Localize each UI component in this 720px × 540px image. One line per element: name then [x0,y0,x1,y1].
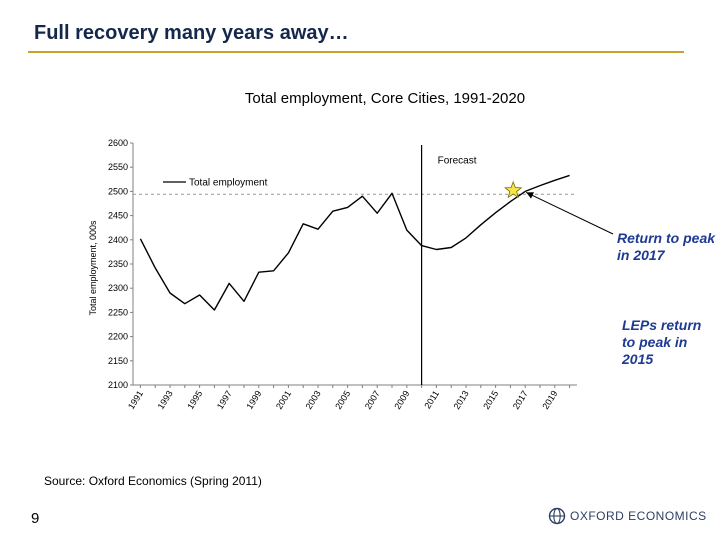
y-tick-label: 2200 [108,332,128,342]
y-tick-label: 2100 [108,380,128,390]
x-tick-label: 1995 [185,389,204,411]
legend-label: Total employment [189,178,268,189]
x-tick-label: 2005 [333,389,352,411]
y-tick-label: 2550 [108,162,128,172]
oxford-economics-logo: OXFORD ECONOMICS [548,507,707,525]
x-tick-label: 2007 [363,389,382,411]
x-tick-label: 2015 [481,389,500,411]
callout-arrow [525,191,614,235]
x-tick-label: 1999 [244,389,263,411]
source-note: Source: Oxford Economics (Spring 2011) [44,474,262,488]
logo-globe-icon [548,507,566,525]
logo-text: OXFORD ECONOMICS [570,509,707,523]
forecast-label: Forecast [438,155,477,166]
leps-return-callout: LEPs return to peak in 2015 [622,317,702,367]
page-number: 9 [31,510,40,527]
y-tick-label: 2300 [108,283,128,293]
y-tick-label: 2450 [108,211,128,221]
y-tick-label: 2150 [108,356,128,366]
callout-arrowhead [526,192,534,199]
return-to-peak-callout: Return to peak in 2017 [617,230,716,263]
y-tick-label: 2400 [108,235,128,245]
y-tick-label: 2350 [108,259,128,269]
x-tick-label: 2011 [422,389,441,411]
slide-title: Full recovery many years away… [34,22,349,44]
title-divider [28,51,684,53]
x-tick-label: 1991 [126,389,145,411]
y-tick-label: 2250 [108,307,128,317]
y-axis-title: Total employment, 000s [88,220,98,316]
x-tick-label: 2001 [274,389,293,411]
x-tick-label: 2009 [392,389,411,411]
x-tick-label: 1993 [156,389,175,411]
series-line-total-employment [139,174,570,311]
chart-title: Total employment, Core Cities, 1991-2020 [244,90,526,107]
y-tick-label: 2600 [108,138,128,148]
peak-star-icon [504,180,523,199]
x-tick-label: 1997 [215,389,234,411]
x-tick-label: 2017 [511,389,530,411]
x-tick-label: 2003 [304,389,323,411]
x-tick-label: 2013 [452,389,471,411]
x-tick-label: 2019 [540,389,559,411]
y-tick-label: 2500 [108,186,128,196]
